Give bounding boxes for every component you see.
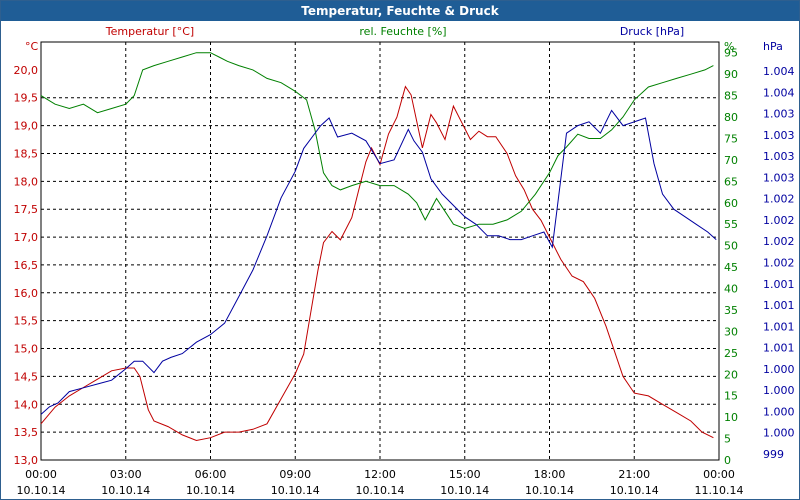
x-date-label: 10.10.14 bbox=[356, 484, 405, 497]
legend-temperature: Temperatur [°C] bbox=[105, 25, 194, 38]
x-date-label: 10.10.14 bbox=[525, 484, 574, 497]
x-time-label: 00:00 bbox=[25, 468, 57, 481]
x-time-label: 09:00 bbox=[279, 468, 311, 481]
pressure-tick-label: 999 bbox=[763, 448, 784, 461]
x-date-label: 10.10.14 bbox=[610, 484, 659, 497]
humidity-tick-label: 40 bbox=[724, 283, 738, 296]
legend-humidity: rel. Feuchte [%] bbox=[359, 25, 446, 38]
humidity-tick-label: 15 bbox=[724, 390, 738, 403]
pressure-tick-label: 1.002 bbox=[763, 214, 795, 227]
pressure-tick-label: 1.000 bbox=[763, 405, 795, 418]
x-date-label: 10.10.14 bbox=[101, 484, 150, 497]
pressure-tick-label: 1.001 bbox=[763, 342, 795, 355]
pressure-tick-label: 1.004 bbox=[763, 86, 795, 99]
pressure-tick-label: 1.002 bbox=[763, 193, 795, 206]
pressure-tick-label: 1.000 bbox=[763, 384, 795, 397]
x-time-label: 21:00 bbox=[618, 468, 650, 481]
x-time-label: 03:00 bbox=[110, 468, 142, 481]
x-time-label: 15:00 bbox=[449, 468, 481, 481]
x-time-label: 06:00 bbox=[195, 468, 227, 481]
temperature-tick-label: 14,0 bbox=[14, 398, 39, 411]
temperature-tick-label: 17,0 bbox=[14, 231, 39, 244]
humidity-tick-label: 30 bbox=[724, 325, 738, 338]
x-time-label: 18:00 bbox=[534, 468, 566, 481]
temperature-tick-label: 16,5 bbox=[14, 259, 39, 272]
temperature-tick-label: 20,0 bbox=[14, 64, 39, 77]
temperature-tick-label: 13,0 bbox=[14, 454, 39, 467]
humidity-tick-label: 25 bbox=[724, 347, 738, 360]
pressure-tick-label: 1.004 bbox=[763, 65, 795, 78]
humidity-tick-label: 0 bbox=[724, 454, 731, 467]
pressure-tick-label: 1.001 bbox=[763, 299, 795, 312]
humidity-axis-unit: % bbox=[724, 40, 734, 53]
pressure-tick-label: 1.002 bbox=[763, 257, 795, 270]
x-date-label: 11.10.14 bbox=[695, 484, 744, 497]
pressure-line bbox=[40, 109, 717, 415]
humidity-tick-label: 90 bbox=[724, 68, 738, 81]
left-axis-unit: °C bbox=[25, 40, 39, 53]
humidity-tick-label: 60 bbox=[724, 197, 738, 210]
x-date-label: 10.10.14 bbox=[271, 484, 320, 497]
pressure-tick-label: 1.003 bbox=[763, 108, 795, 121]
temperature-tick-label: 14,5 bbox=[14, 370, 39, 383]
pressure-tick-label: 1.003 bbox=[763, 150, 795, 163]
temperature-line bbox=[40, 85, 714, 442]
pressure-axis-unit: hPa bbox=[763, 40, 783, 53]
humidity-tick-label: 80 bbox=[724, 111, 738, 124]
humidity-tick-label: 35 bbox=[724, 304, 738, 317]
x-date-label: 10.10.14 bbox=[186, 484, 235, 497]
x-time-label: 00:00 bbox=[703, 468, 735, 481]
x-time-label: 12:00 bbox=[364, 468, 396, 481]
humidity-tick-label: 95 bbox=[724, 47, 738, 60]
humidity-tick-label: 65 bbox=[724, 175, 738, 188]
chart-title: Temperatur, Feuchte & Druck bbox=[1, 1, 799, 21]
temperature-tick-label: 16,0 bbox=[14, 287, 39, 300]
humidity-tick-label: 55 bbox=[724, 218, 738, 231]
humidity-tick-label: 75 bbox=[724, 132, 738, 145]
humidity-tick-label: 50 bbox=[724, 240, 738, 253]
grid-lines bbox=[41, 42, 719, 460]
temperature-tick-label: 19,5 bbox=[14, 92, 39, 105]
legend-pressure: Druck [hPa] bbox=[620, 25, 684, 38]
tick-labels: 20,0 19,5 19,0 18,5 18,0 17,5 17,0 16,5 16,0 15,5… bbox=[14, 47, 795, 497]
pressure-tick-label: 1.003 bbox=[763, 129, 795, 142]
humidity-line bbox=[40, 52, 714, 230]
temperature-tick-label: 13,5 bbox=[14, 426, 39, 439]
humidity-tick-label: 5 bbox=[724, 433, 731, 446]
temperature-tick-label: 15,5 bbox=[14, 315, 39, 328]
humidity-tick-label: 20 bbox=[724, 368, 738, 381]
temperature-tick-label: 15,0 bbox=[14, 343, 39, 356]
x-date-label: 10.10.14 bbox=[17, 484, 66, 497]
data-series bbox=[40, 52, 717, 442]
humidity-tick-label: 10 bbox=[724, 411, 738, 424]
pressure-tick-label: 1.000 bbox=[763, 363, 795, 376]
temperature-tick-label: 19,0 bbox=[14, 120, 39, 133]
pressure-tick-label: 1.001 bbox=[763, 320, 795, 333]
humidity-tick-label: 70 bbox=[724, 154, 738, 167]
pressure-tick-label: 1.000 bbox=[763, 427, 795, 440]
x-date-label: 10.10.14 bbox=[440, 484, 489, 497]
pressure-tick-label: 1.003 bbox=[763, 171, 795, 184]
pressure-tick-label: 1.002 bbox=[763, 235, 795, 248]
humidity-tick-label: 45 bbox=[724, 261, 738, 274]
temperature-tick-label: 17,5 bbox=[14, 203, 39, 216]
humidity-tick-label: 85 bbox=[724, 90, 738, 103]
temperature-tick-label: 18,0 bbox=[14, 175, 39, 188]
temperature-tick-label: 18,5 bbox=[14, 147, 39, 160]
pressure-tick-label: 1.001 bbox=[763, 278, 795, 291]
